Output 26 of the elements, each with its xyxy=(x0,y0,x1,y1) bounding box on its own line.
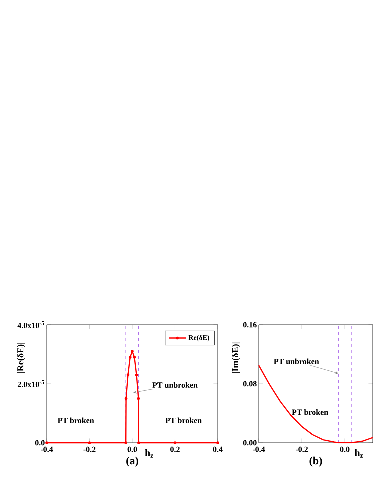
y-tick-label: 0.00 xyxy=(243,440,257,446)
annotation: PT broken xyxy=(166,418,202,424)
x-tick-label: 0.0 xyxy=(340,446,350,452)
y-tick-label: 4.0x10$^{-5}$ xyxy=(18,322,44,328)
x-tick-label: -0.4 xyxy=(40,446,54,452)
text: (a) xyxy=(126,456,138,467)
x-tick-label: -0.2 xyxy=(84,446,96,452)
x-tick-label: -0.4 xyxy=(252,446,266,452)
x-axis-title: h$_{z}$ xyxy=(145,449,154,458)
x-tick-label: 0.4 xyxy=(213,446,223,452)
line-series xyxy=(258,364,374,444)
x-tick-label: 0.0 xyxy=(128,446,138,452)
y-axis-title: |Re(δE)| xyxy=(17,343,26,373)
annotation: PT unbroken xyxy=(152,382,198,388)
annotation: PT broken xyxy=(58,418,94,424)
annotation: PT broken xyxy=(292,410,328,416)
y-tick-label: 2.0x10$^{-5}$ xyxy=(18,380,44,388)
y-tick-label: 0.16 xyxy=(243,322,257,328)
y-tick-label: 0.08 xyxy=(243,381,257,387)
annotation: PT unbroken xyxy=(274,358,320,364)
y-axis-title: |Im(δE)| xyxy=(232,342,240,374)
text: (b) xyxy=(310,456,322,467)
y-tick-label: 0.0 xyxy=(35,440,45,446)
x-tick-label: 0.2 xyxy=(170,446,180,452)
x-axis-title: h$_{z}$ xyxy=(354,449,364,458)
x-tick-label: -0.2 xyxy=(296,446,308,452)
